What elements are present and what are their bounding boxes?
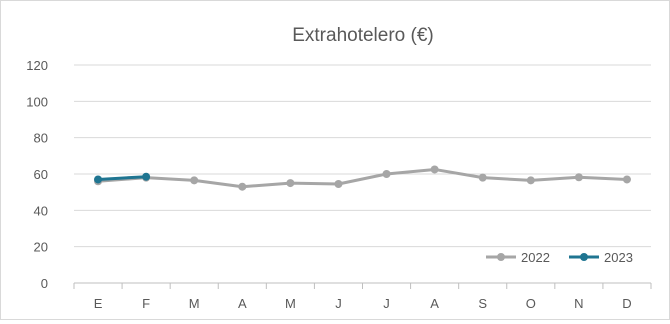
x-tick-label: M	[285, 296, 296, 311]
legend-label: 2022	[521, 250, 550, 265]
y-tick-label: 0	[41, 276, 48, 291]
legend: 2022 2023	[486, 250, 633, 265]
x-tick-label: O	[526, 296, 536, 311]
legend-marker-2022	[497, 253, 505, 261]
data-point-2022	[286, 179, 295, 188]
data-point-2022	[238, 182, 247, 191]
x-tick-label: J	[383, 296, 390, 311]
x-tick-label: F	[142, 296, 150, 311]
data-point-2022	[574, 173, 583, 182]
x-axis	[73, 282, 652, 289]
data-point-2022	[190, 176, 199, 185]
data-point-2023	[94, 175, 103, 184]
x-tick-label: J	[335, 296, 342, 311]
legend-marker-2023	[580, 253, 588, 261]
x-tick-label: A	[238, 296, 247, 311]
data-point-2022	[430, 165, 439, 174]
data-point-2022	[526, 176, 535, 185]
data-point-2022	[622, 175, 631, 184]
x-tick-label: S	[478, 296, 487, 311]
y-tick-label: 40	[34, 203, 48, 218]
x-tick-label: D	[622, 296, 631, 311]
y-tick-label: 100	[26, 94, 48, 109]
y-tick-label: 120	[26, 58, 48, 73]
gridlines	[74, 64, 651, 248]
y-tick-label: 20	[34, 240, 48, 255]
x-tick-label: A	[430, 296, 439, 311]
series-line-2022	[96, 167, 629, 189]
x-tick-label: E	[94, 296, 103, 311]
data-point-2022	[334, 179, 343, 188]
data-point-2022	[382, 170, 391, 178]
series-lines	[94, 165, 631, 191]
chart-title: Extrahotelero (€)	[292, 25, 434, 46]
line-chart: Extrahotelero (€) 0 20 40 60 80 100 120 E F M A M J…	[26, 25, 652, 311]
data-point-2023	[142, 172, 151, 181]
x-tick-label: M	[189, 296, 200, 311]
y-axis-ticks: 0 20 40 60 80 100 120	[26, 58, 48, 291]
legend-label: 2023	[604, 250, 633, 265]
data-point-2022	[478, 173, 487, 182]
series-line-2023	[96, 175, 148, 181]
y-tick-label: 80	[34, 131, 48, 146]
x-tick-label: N	[574, 296, 583, 311]
y-tick-label: 60	[34, 167, 48, 182]
